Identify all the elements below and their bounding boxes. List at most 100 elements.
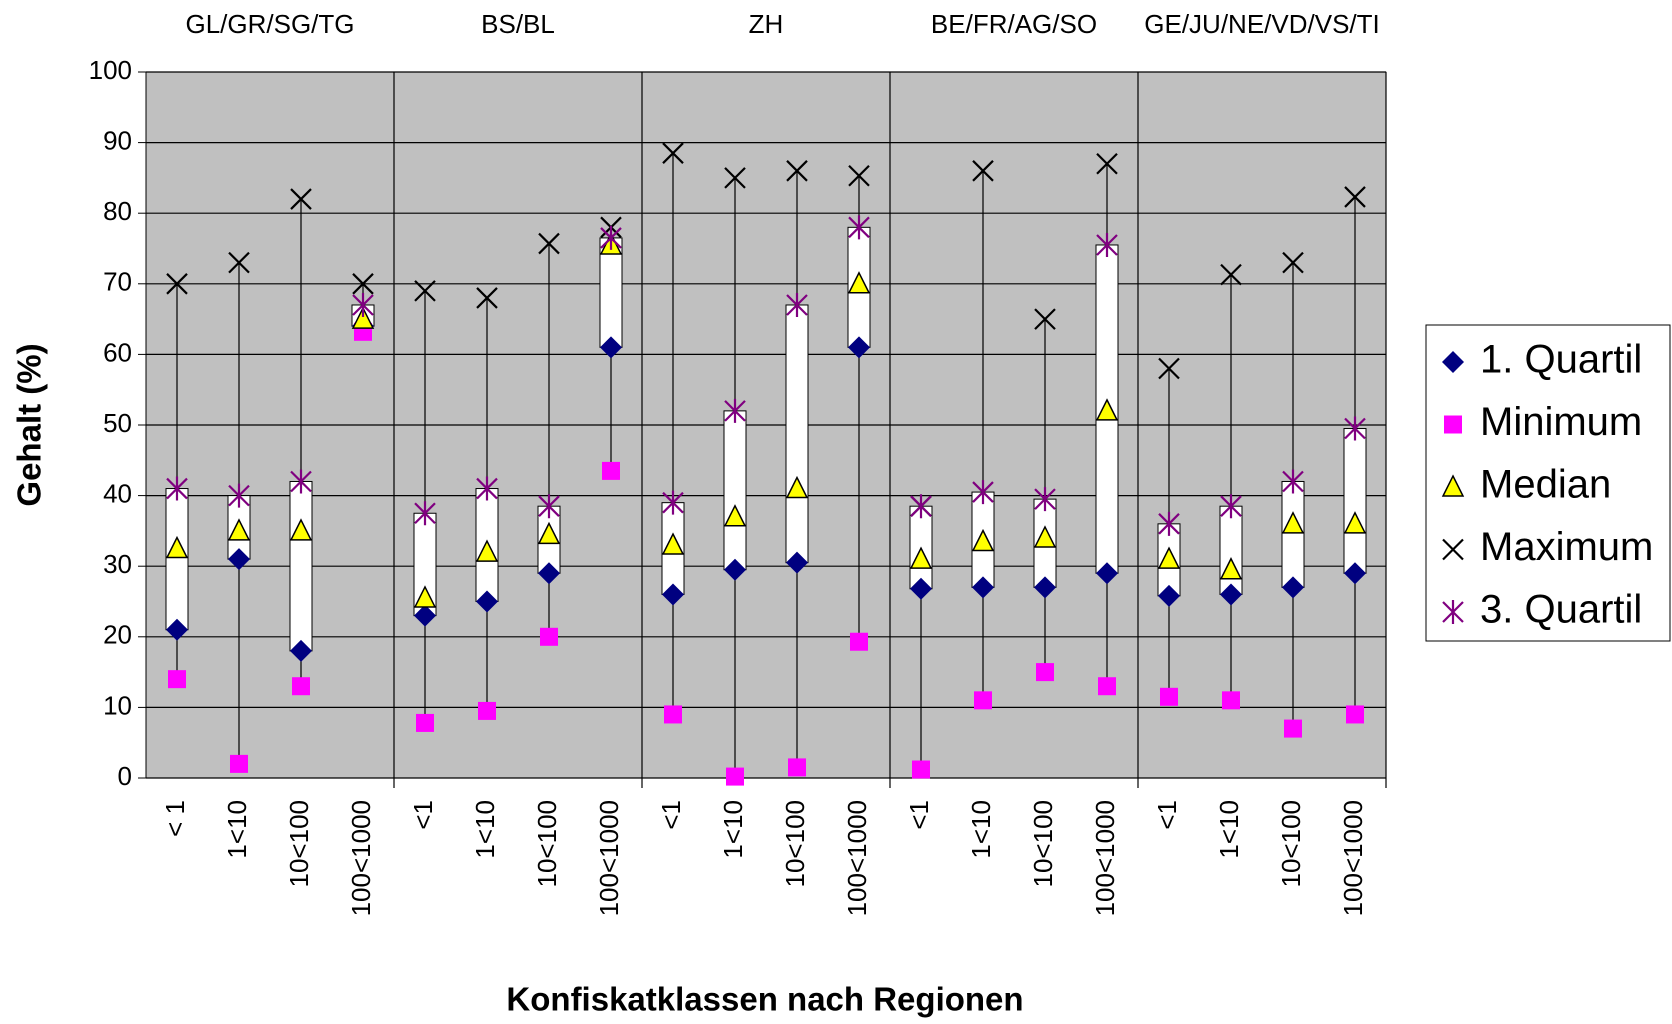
marker-triangle <box>537 521 561 545</box>
legend-box <box>1425 324 1671 642</box>
marker-diamond <box>600 336 622 359</box>
legend-label: 3. Quartil <box>1480 588 1642 632</box>
marker-asterisk <box>166 476 188 501</box>
box <box>289 480 313 652</box>
marker-diamond <box>290 639 312 662</box>
marker-diamond <box>910 577 932 600</box>
y-tick-label: 0 <box>118 761 132 791</box>
marker-x <box>166 273 188 295</box>
marker-triangle <box>289 518 313 541</box>
marker-x <box>662 142 684 164</box>
marker-triangle <box>1157 546 1181 569</box>
box <box>723 410 747 571</box>
marker-triangle <box>413 585 437 608</box>
marker-diamond <box>1442 351 1464 373</box>
y-tick-label: 30 <box>103 549 132 579</box>
box <box>1219 505 1243 595</box>
x-tick-label: 100<1000 <box>842 800 872 916</box>
marker-square <box>416 713 434 732</box>
marker-triangle <box>227 518 251 541</box>
x-tick-label: 1<10 <box>222 800 252 859</box>
x-tick-label: <1 <box>904 800 934 830</box>
marker-diamond <box>786 551 808 574</box>
marker-triangle <box>165 535 189 559</box>
group-label: BS/BL <box>481 9 555 39</box>
marker-square <box>230 754 248 773</box>
marker-diamond <box>662 583 684 606</box>
marker-square <box>1346 705 1364 724</box>
x-tick-label: 100<1000 <box>346 800 376 916</box>
marker-x <box>414 280 436 302</box>
group-label: ZH <box>749 9 784 39</box>
marker-asterisk <box>1158 511 1180 536</box>
marker-asterisk <box>848 215 870 240</box>
x-tick-label: 10<100 <box>284 800 314 887</box>
y-tick-label: 50 <box>103 408 132 438</box>
marker-triangle <box>1343 511 1367 534</box>
x-tick-label: <1 <box>656 800 686 830</box>
x-tick-label: 1<10 <box>470 800 500 859</box>
marker-diamond <box>538 562 560 585</box>
x-tick-label: < 1 <box>160 800 190 837</box>
x-tick-label: 1<10 <box>1214 800 1244 859</box>
group-label: GE/JU/NE/VD/VS/TI <box>1144 9 1380 39</box>
marker-asterisk <box>1344 416 1366 441</box>
marker-diamond <box>972 576 994 599</box>
marker-asterisk <box>1096 232 1118 257</box>
marker-x <box>1442 538 1464 561</box>
y-tick-label: 60 <box>103 337 132 367</box>
y-tick-label: 100 <box>89 55 132 85</box>
marker-square <box>974 691 992 710</box>
marker-x <box>538 232 560 255</box>
marker-asterisk <box>600 225 622 250</box>
marker-diamond <box>166 618 188 641</box>
x-tick-label: <1 <box>1152 800 1182 830</box>
marker-triangle <box>1281 511 1305 534</box>
marker-asterisk <box>352 292 374 317</box>
box <box>165 488 189 631</box>
marker-asterisk <box>1282 469 1304 494</box>
marker-triangle <box>909 546 933 569</box>
marker-square <box>168 670 186 689</box>
marker-square <box>1160 687 1178 706</box>
x-tick-label: 1<10 <box>966 800 996 859</box>
marker-square <box>1284 719 1302 738</box>
x-axis-title: Konfiskatklassen nach Regionen <box>506 981 1023 1018</box>
marker-triangle <box>723 504 747 527</box>
marker-diamond <box>1344 562 1366 585</box>
y-tick-label: 10 <box>103 690 132 720</box>
box <box>785 304 809 564</box>
marker-asterisk <box>724 398 746 423</box>
marker-x <box>1158 357 1180 380</box>
marker-asterisk <box>476 476 498 501</box>
marker-asterisk <box>1034 487 1056 512</box>
marker-triangle <box>661 532 685 555</box>
marker-square <box>664 705 682 724</box>
marker-x <box>1096 153 1118 175</box>
marker-x <box>476 287 498 309</box>
marker-asterisk <box>228 483 250 508</box>
marker-diamond <box>1158 584 1180 607</box>
marker-triangle <box>785 475 809 499</box>
marker-asterisk <box>1220 494 1242 519</box>
x-tick-label: 10<100 <box>532 800 562 887</box>
marker-square <box>478 701 496 720</box>
marker-diamond <box>1220 583 1242 606</box>
marker-triangle <box>475 539 499 562</box>
marker-x <box>290 188 312 210</box>
marker-x <box>1034 308 1056 330</box>
marker-triangle <box>351 306 375 329</box>
legend-label: Minimum <box>1480 400 1642 444</box>
marker-x <box>786 160 808 182</box>
marker-asterisk <box>786 292 808 317</box>
y-tick-label: 80 <box>103 196 132 226</box>
legend-label: Median <box>1480 463 1611 507</box>
x-tick-label: <1 <box>408 800 438 830</box>
marker-triangle <box>1219 557 1243 580</box>
marker-triangle <box>847 271 871 294</box>
y-tick-label: 40 <box>103 478 132 508</box>
marker-square <box>912 760 930 779</box>
marker-x <box>352 273 374 295</box>
marker-asterisk <box>1442 600 1464 624</box>
